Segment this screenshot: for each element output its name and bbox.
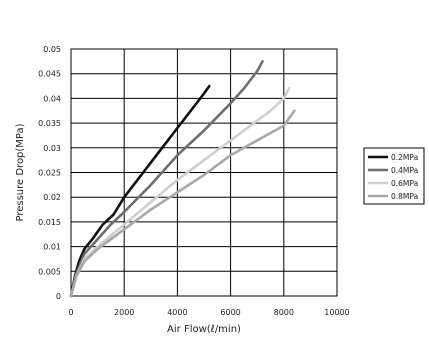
legend-label: 0.2MPa [391, 153, 418, 162]
series-lines [69, 60, 296, 298]
y-tick-label: 0.02 [43, 193, 61, 202]
x-tick-label: 10000 [324, 308, 349, 317]
grid [70, 48, 338, 297]
y-tick-label: 0.01 [43, 243, 61, 252]
y-tick-label: 0.05 [43, 45, 61, 54]
y-tick-label: 0.025 [38, 169, 61, 178]
series-line-0.2MPa [69, 84, 211, 298]
series-line-0.6MPa [69, 87, 291, 298]
y-tick-label: 0.04 [43, 94, 61, 103]
series-line-0.4MPa [69, 60, 264, 298]
axes: 0 2000 4000 6000 8000 10000 0 0.005 0.01 0.015 0.0… [38, 45, 350, 317]
y-tick-label: 0.03 [43, 144, 61, 153]
legend: 0.2MPa 0.4MPa 0.6MPa 0.8MPa [363, 147, 425, 205]
legend-label: 0.6MPa [391, 179, 418, 188]
x-tick-label: 2000 [114, 308, 134, 317]
legend-label: 0.8MPa [391, 192, 418, 201]
series-line-0.8MPa [69, 109, 296, 298]
x-axis-title: Air Flow(ℓ/min) [167, 324, 241, 335]
x-tick-label: 8000 [274, 308, 294, 317]
y-tick-label: 0.045 [38, 70, 61, 79]
y-tick-label: 0 [56, 292, 61, 301]
x-tick-label: 0 [68, 308, 73, 317]
legend-label: 0.4MPa [391, 166, 418, 175]
x-tick-label: 4000 [167, 308, 187, 317]
y-axis-title: Pressure Drop(MPa) [15, 123, 26, 221]
plot-frame [70, 48, 338, 297]
y-tick-label: 0.035 [38, 119, 61, 128]
y-tick-label: 0.005 [38, 267, 61, 276]
y-tick-label: 0.015 [38, 218, 61, 227]
x-tick-label: 6000 [220, 308, 240, 317]
